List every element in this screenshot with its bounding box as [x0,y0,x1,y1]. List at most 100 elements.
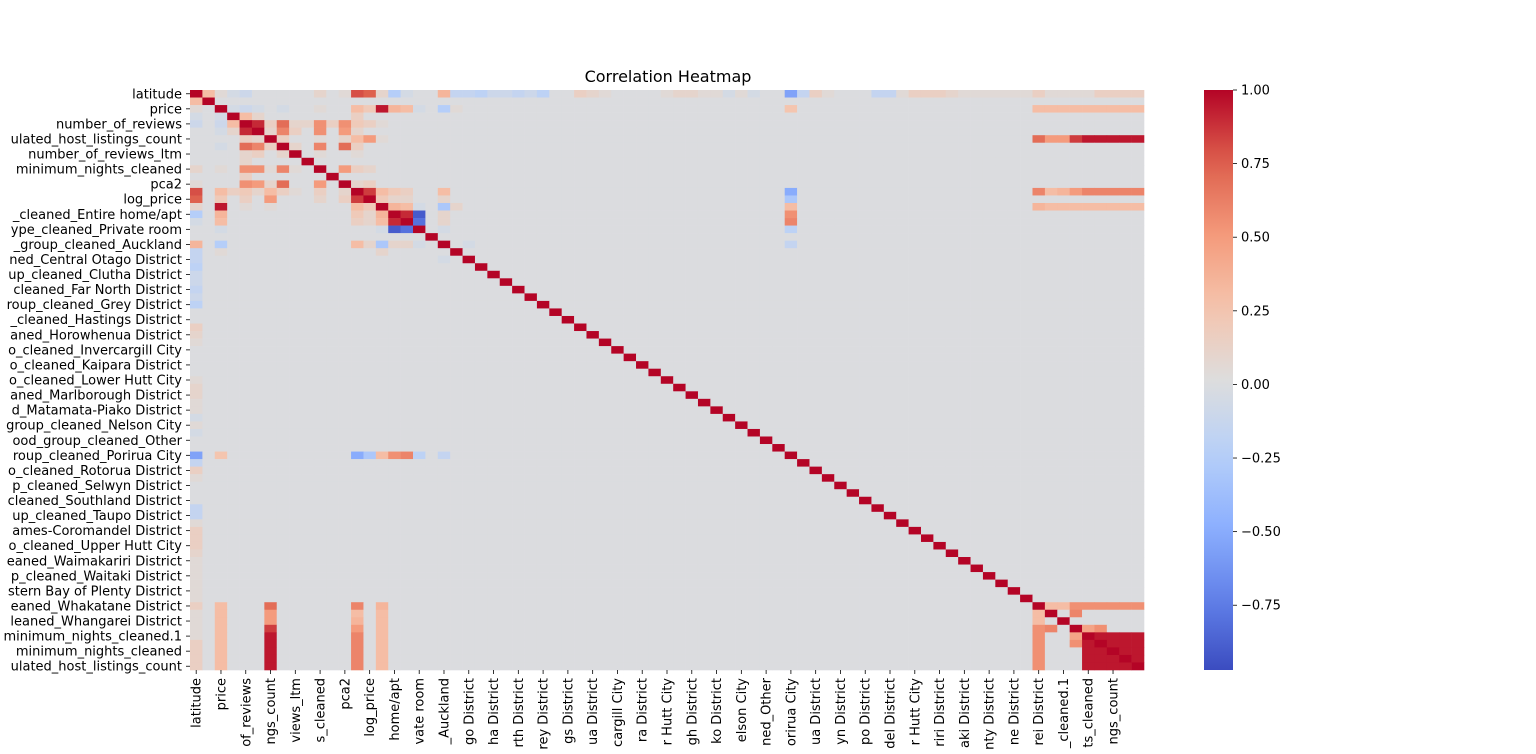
heatmap-cell [474,105,488,113]
heatmap-cell [995,413,1009,422]
heatmap-cell [301,278,315,287]
heatmap-cell [598,315,612,324]
heatmap-cell [697,383,711,392]
heatmap-cell [214,361,228,369]
heatmap-cell [586,368,600,377]
heatmap-cell [190,195,203,204]
heatmap-cell [1094,519,1108,528]
heatmap-cell [474,331,488,339]
heatmap-cell [450,248,463,257]
heatmap-cell [648,263,662,272]
heatmap-cell [524,210,538,219]
heatmap-cell [574,549,587,558]
heatmap-cell [598,421,612,430]
heatmap-cell [1032,233,1046,241]
heatmap-cell [1032,368,1046,377]
heatmap-cell [450,97,463,106]
heatmap-cell [313,225,327,234]
heatmap-cell [499,263,513,272]
heatmap-cell [574,474,587,482]
heatmap-cell [301,315,315,324]
heatmap-cell [413,323,426,332]
heatmap-cell [821,451,835,460]
heatmap-cell [363,331,377,339]
heatmap-cell [834,127,847,136]
heatmap-cell [462,451,476,460]
heatmap-cell [326,285,339,294]
heatmap-cell [549,218,562,226]
heatmap-cell [1069,120,1083,128]
heatmap-cell [586,444,600,452]
heatmap-cell [400,180,414,189]
heatmap-cell [958,210,971,219]
heatmap-cell [735,187,748,196]
heatmap-cell [363,278,377,287]
heatmap-cell [549,285,562,294]
heatmap-cell [908,233,922,241]
heatmap-cell [958,300,971,309]
heatmap-cell [1044,97,1058,106]
heatmap-cell [487,195,501,204]
heatmap-cell [673,338,686,347]
heatmap-cell [933,398,947,407]
heatmap-cell [487,248,501,257]
heatmap-cell [1106,549,1120,558]
heatmap-cell [586,346,600,354]
heatmap-cell [524,150,538,159]
heatmap-cell [809,331,823,339]
heatmap-cell [920,406,934,415]
heatmap-cell [313,263,327,272]
heatmap-cell [896,308,909,317]
heatmap-cell [400,504,414,513]
heatmap-cell [326,421,339,430]
heatmap-cell [933,383,947,392]
heatmap-cell [722,270,736,279]
heatmap-cell [264,210,278,219]
heatmap-cell [611,285,624,294]
heatmap-cell [945,383,959,392]
heatmap-cell [908,105,922,113]
heatmap-cell [982,285,996,294]
heatmap-cell [190,285,203,294]
heatmap-cell [685,195,699,204]
heatmap-cell [1032,135,1046,144]
heatmap-cell [413,240,426,249]
heatmap-cell [1057,90,1070,98]
heatmap-cell [871,97,885,106]
heatmap-cell [995,376,1009,385]
heatmap-cell [809,225,823,234]
heatmap-cell [970,376,984,385]
heatmap-cell [524,361,538,369]
heatmap-cell [883,112,897,121]
heatmap-cell [685,376,699,385]
heatmap-cell [598,195,612,204]
heatmap-cell [970,481,984,490]
heatmap-cell [536,564,550,573]
heatmap-cell [685,481,699,490]
heatmap-cell [797,165,810,174]
heatmap-cell [1020,436,1033,445]
heatmap-cell [276,413,290,422]
heatmap-cell [883,97,897,106]
heatmap-cell [784,278,798,287]
heatmap-cell [1119,549,1132,558]
heatmap-cell [437,210,451,219]
heatmap-cell [846,210,860,219]
heatmap-cell [809,444,823,452]
heatmap-cell [1094,255,1108,264]
heatmap-cell [586,97,600,106]
heatmap-cell [1032,195,1046,204]
heatmap-cell [561,361,575,369]
heatmap-cell [549,135,562,144]
heatmap-cell [462,436,476,445]
heatmap-cell [945,172,959,181]
heatmap-cell [920,248,934,257]
heatmap-cell [797,300,810,309]
heatmap-cell [1131,451,1145,460]
heatmap-cell [561,428,575,437]
heatmap-cell [883,248,897,257]
heatmap-cell [375,421,389,430]
heatmap-cell [474,135,488,144]
heatmap-cell [1044,255,1058,264]
heatmap-cell [276,428,290,437]
